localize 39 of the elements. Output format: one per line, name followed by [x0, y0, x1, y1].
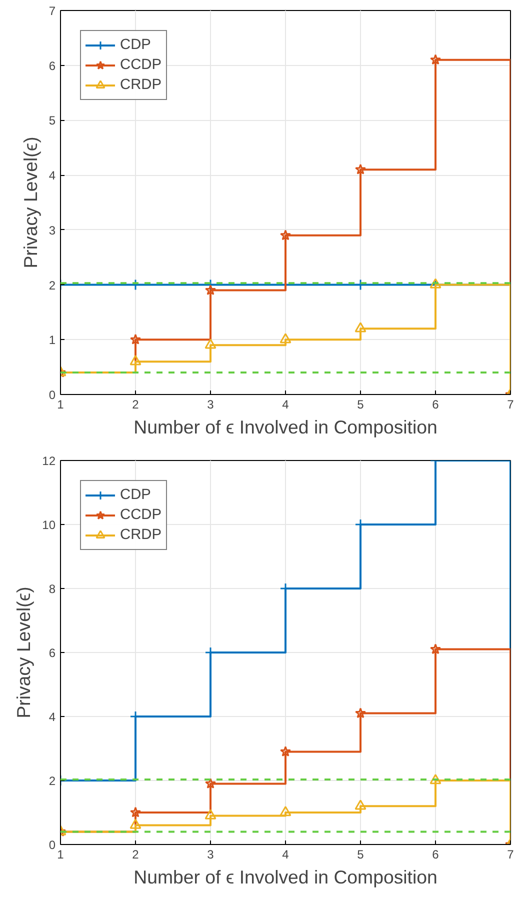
y-tick-label: 7 — [48, 4, 56, 18]
x-tick-label: 7 — [507, 398, 514, 412]
y-tick-label: 1 — [48, 333, 56, 348]
y-tick-label: 6 — [48, 58, 56, 73]
x-tick-label: 4 — [282, 398, 290, 412]
y-tick-label: 4 — [48, 710, 56, 724]
y-tick-label: 5 — [48, 114, 56, 128]
y-tick-label: 3 — [48, 223, 56, 238]
x-tick-label: 4 — [282, 848, 290, 862]
y-tick-label: 2 — [48, 278, 56, 292]
y-tick-label: 10 — [42, 518, 56, 532]
y-tick-label: 0 — [48, 838, 56, 852]
y-tick-label: 4 — [48, 168, 56, 183]
y-tick-label: 0 — [48, 388, 56, 402]
y-axis-title: Privacy Level(ϵ) — [13, 586, 34, 718]
x-tick-label: 6 — [432, 848, 440, 862]
legend-label: CDP — [120, 487, 151, 503]
y-tick-label: 2 — [48, 774, 56, 788]
legend-label: CDP — [120, 37, 151, 53]
y-axis-title: Privacy Level(ϵ) — [20, 136, 41, 268]
x-axis-title: Number of ϵ Involved in Composition — [134, 416, 438, 438]
y-tick-label: 6 — [48, 646, 56, 660]
x-axis-title: Number of ϵ Involved in Composition — [134, 866, 438, 888]
legend-label: CRDP — [120, 77, 162, 93]
x-tick-label: 1 — [57, 848, 64, 862]
x-tick-label: 6 — [432, 398, 440, 412]
x-tick-label: 2 — [132, 398, 140, 412]
x-tick-label: 3 — [207, 848, 214, 862]
x-tick-label: 5 — [357, 398, 364, 412]
legend-label: CRDP — [120, 527, 162, 543]
x-tick-label: 5 — [357, 848, 364, 862]
legend-label: CCDP — [120, 57, 162, 73]
x-tick-label: 7 — [507, 848, 514, 862]
x-tick-label: 3 — [207, 398, 214, 412]
y-tick-label: 8 — [48, 582, 56, 596]
legend-label: CCDP — [120, 507, 162, 523]
y-tick-label: 12 — [42, 454, 56, 468]
x-tick-label: 1 — [57, 398, 64, 412]
x-tick-label: 2 — [132, 848, 140, 862]
